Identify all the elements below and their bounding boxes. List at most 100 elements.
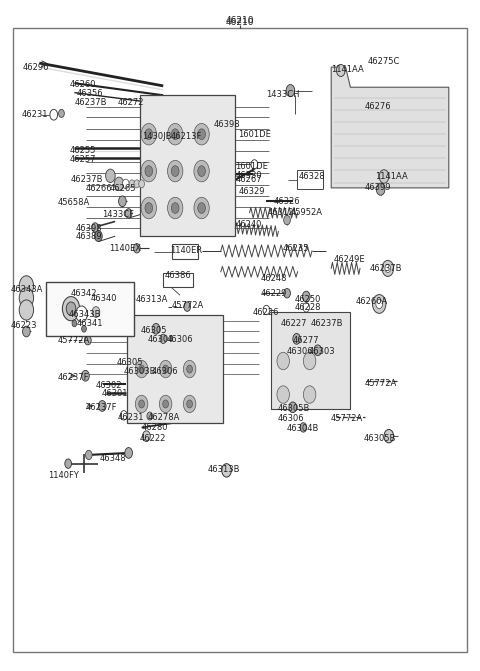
Text: 46237F: 46237F (58, 372, 89, 382)
Text: 1141AA: 1141AA (375, 172, 408, 181)
Text: 46398: 46398 (76, 223, 102, 233)
Bar (46, 282, 134, 336)
Circle shape (23, 326, 30, 337)
Text: 46237B: 46237B (370, 264, 402, 273)
Circle shape (106, 169, 115, 183)
Circle shape (160, 334, 167, 344)
Circle shape (194, 160, 209, 182)
Circle shape (141, 197, 156, 219)
Text: 46305B: 46305B (277, 404, 310, 413)
Circle shape (222, 464, 231, 477)
Bar (127, 315, 223, 423)
Circle shape (50, 109, 58, 120)
Circle shape (289, 402, 297, 413)
Circle shape (92, 307, 100, 317)
Circle shape (133, 244, 140, 253)
Text: 46312: 46312 (267, 207, 294, 217)
Text: 46306: 46306 (167, 335, 193, 344)
Text: 46278A: 46278A (148, 413, 180, 422)
Text: 1601DE: 1601DE (238, 130, 270, 139)
Circle shape (384, 429, 394, 443)
Text: 46260A: 46260A (355, 297, 387, 307)
Circle shape (293, 333, 300, 344)
Circle shape (314, 345, 322, 356)
Text: 46277: 46277 (293, 336, 319, 346)
Text: 46248: 46248 (261, 274, 287, 283)
Circle shape (143, 431, 150, 442)
Text: 46326: 46326 (274, 197, 300, 206)
Text: 45952A: 45952A (290, 207, 323, 217)
Text: 46272: 46272 (118, 98, 144, 107)
Circle shape (183, 395, 196, 413)
Circle shape (303, 352, 316, 370)
Circle shape (300, 423, 307, 432)
Circle shape (171, 129, 179, 140)
Text: 46399: 46399 (365, 183, 391, 193)
Text: 45772A: 45772A (58, 336, 90, 346)
Text: 46210: 46210 (226, 16, 254, 25)
Text: 46303B: 46303B (124, 366, 156, 376)
Text: 46296: 46296 (23, 62, 49, 72)
Text: 46313A: 46313A (136, 295, 168, 304)
Circle shape (19, 276, 34, 296)
Circle shape (82, 325, 86, 332)
Text: 46306: 46306 (277, 414, 304, 423)
Circle shape (376, 183, 385, 195)
Text: 46237F: 46237F (85, 403, 117, 412)
Text: 46398: 46398 (214, 119, 240, 129)
Circle shape (62, 297, 80, 321)
Circle shape (168, 123, 183, 145)
Text: 1140ER: 1140ER (170, 246, 203, 255)
Circle shape (171, 166, 179, 176)
Circle shape (66, 302, 76, 315)
Circle shape (184, 302, 191, 311)
Text: 46228: 46228 (295, 303, 321, 313)
Circle shape (163, 365, 168, 373)
Text: 46226: 46226 (253, 307, 279, 317)
Text: 46229: 46229 (261, 289, 287, 298)
Bar (140, 95, 235, 236)
Circle shape (336, 64, 345, 76)
Text: 46348: 46348 (100, 454, 126, 464)
Circle shape (286, 85, 295, 97)
Circle shape (145, 203, 153, 213)
Text: 46343B: 46343B (68, 310, 101, 319)
Circle shape (284, 215, 290, 225)
Text: 46305: 46305 (117, 358, 143, 367)
Circle shape (194, 123, 209, 145)
Text: 46235: 46235 (282, 244, 309, 253)
Circle shape (76, 306, 87, 322)
Text: 46304B: 46304B (287, 424, 319, 433)
Circle shape (171, 203, 179, 213)
Circle shape (19, 300, 34, 320)
Text: 46223: 46223 (11, 321, 37, 330)
Text: 46305B: 46305B (364, 434, 396, 444)
Circle shape (183, 360, 196, 378)
Text: 45772A: 45772A (330, 414, 362, 423)
Circle shape (84, 336, 91, 345)
Text: 46303: 46303 (309, 347, 335, 356)
Circle shape (145, 166, 153, 176)
Circle shape (119, 196, 126, 207)
Text: 45772A: 45772A (365, 378, 397, 388)
Text: 46227: 46227 (281, 319, 307, 328)
Text: 46222: 46222 (139, 433, 166, 443)
Circle shape (120, 411, 127, 420)
Text: 46302: 46302 (96, 380, 122, 390)
Bar (172, 244, 198, 259)
Text: 46267: 46267 (235, 175, 262, 185)
Circle shape (135, 360, 148, 378)
Text: 46275C: 46275C (367, 57, 399, 66)
Circle shape (141, 160, 156, 182)
Text: 46356: 46356 (77, 89, 103, 98)
Circle shape (159, 395, 172, 413)
Text: 1433CF: 1433CF (102, 209, 134, 219)
Bar (163, 273, 193, 287)
Text: 46237B: 46237B (74, 98, 107, 107)
Circle shape (251, 160, 258, 169)
Text: 46250: 46250 (295, 295, 321, 304)
Circle shape (114, 177, 124, 191)
Circle shape (72, 320, 77, 327)
Circle shape (198, 166, 205, 176)
Circle shape (92, 223, 98, 232)
